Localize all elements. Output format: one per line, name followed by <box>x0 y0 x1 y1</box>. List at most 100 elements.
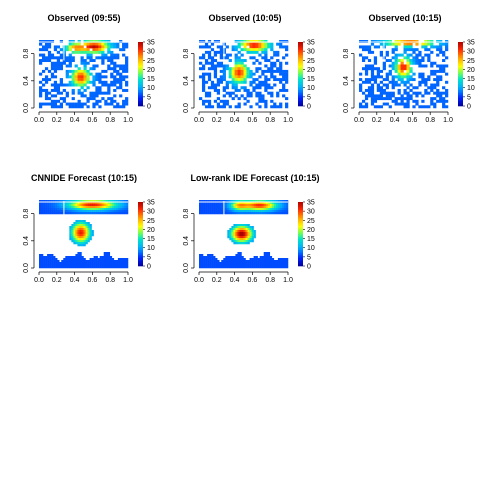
heatmap-cell <box>391 50 395 54</box>
y-tick-label: 0.4 <box>183 76 190 86</box>
heatmap-cell <box>267 91 271 95</box>
heatmap-cell <box>69 236 72 239</box>
heatmap-cell <box>63 264 66 267</box>
heatmap-cell <box>85 262 88 265</box>
heatmap-cell <box>85 266 88 269</box>
heatmap-cell <box>406 72 410 76</box>
heatmap-cell <box>71 206 74 209</box>
heatmap-cell <box>97 204 100 207</box>
heatmap-cell <box>234 69 238 73</box>
heatmap-cell <box>89 42 93 46</box>
x-tick-label: 1.0 <box>123 277 133 284</box>
heatmap-cell <box>86 40 90 43</box>
heatmap-cell <box>47 50 52 54</box>
heatmap-cell <box>83 212 86 215</box>
colorbar-segment <box>138 104 143 107</box>
heatmap-cell <box>225 260 228 263</box>
heatmap-cell <box>400 53 404 57</box>
heatmap-cell <box>271 260 275 263</box>
heatmap-cell <box>412 86 416 90</box>
heatmap-cell <box>252 80 256 84</box>
heatmap-cell <box>47 45 52 49</box>
heatmap-cell <box>409 88 413 92</box>
heatmap-cell <box>81 220 84 223</box>
colorbar-segment <box>458 59 463 62</box>
heatmap-cell <box>219 266 222 269</box>
heatmap-cell <box>56 88 61 92</box>
heatmap-cell <box>267 258 271 261</box>
heatmap-cell <box>406 61 410 65</box>
heatmap-cell <box>379 69 383 73</box>
heatmap-cell <box>223 264 226 267</box>
heatmap-cell <box>53 256 56 259</box>
heatmap-cell <box>205 206 208 209</box>
heatmap-cell <box>259 262 262 265</box>
heatmap-cell <box>99 208 102 211</box>
heatmap-cell <box>240 75 244 79</box>
heatmap-cell <box>247 260 250 263</box>
heatmap-cell <box>276 78 280 82</box>
heatmap-cell <box>73 266 76 269</box>
colorbar-segment <box>458 64 463 67</box>
heatmap-cell <box>199 200 202 203</box>
heatmap-cell <box>119 262 123 265</box>
heatmap-cell <box>65 256 68 259</box>
heatmap-cell <box>111 200 115 203</box>
heatmap-cell <box>379 88 383 92</box>
colorbar-segment <box>298 45 303 48</box>
heatmap-cell <box>245 210 248 213</box>
heatmap-cell <box>237 234 240 237</box>
heatmap-cell <box>373 94 378 98</box>
heatmap-cell <box>68 80 72 84</box>
heatmap-cell <box>67 204 70 207</box>
heatmap-cell <box>269 208 273 211</box>
heatmap-cell <box>403 80 407 84</box>
heatmap-cell <box>39 206 42 209</box>
heatmap-cell <box>406 86 410 90</box>
colorbar-segment <box>458 104 463 107</box>
heatmap-cell <box>44 59 49 63</box>
heatmap-cell <box>57 200 60 203</box>
heatmap-cell <box>247 226 250 229</box>
heatmap-cell <box>379 40 383 43</box>
heatmap-cell <box>91 258 94 261</box>
heatmap-cell <box>255 262 258 265</box>
colorbar-segment <box>138 246 143 249</box>
heatmap-cell <box>201 67 206 71</box>
heatmap-cell <box>259 204 262 207</box>
heatmap-cell <box>41 206 44 209</box>
heatmap-cell <box>412 72 416 76</box>
colorbar-segment <box>458 48 463 51</box>
colorbar-segment <box>298 99 303 102</box>
heatmap-cell <box>75 224 78 227</box>
heatmap-cell <box>219 53 223 57</box>
colorbar-segment <box>138 102 143 105</box>
x-tick-label: 0.8 <box>265 277 275 284</box>
heatmap-cell <box>269 200 273 203</box>
heatmap-cell <box>47 102 52 106</box>
heatmap-cell <box>367 86 372 90</box>
heatmap-cell <box>364 40 369 43</box>
heatmap-cell <box>285 80 289 84</box>
heatmap-cell <box>283 212 287 215</box>
heatmap-cell <box>74 75 78 79</box>
heatmap-cell <box>279 72 283 76</box>
heatmap-cell <box>49 212 52 215</box>
heatmap-cell <box>49 264 52 267</box>
heatmap-cell <box>285 78 289 82</box>
heatmap-cell <box>261 69 265 73</box>
heatmap-cell <box>213 210 216 213</box>
heatmap-cell <box>219 105 223 109</box>
heatmap-cell <box>379 91 383 95</box>
heatmap-cell <box>83 260 86 263</box>
heatmap-cell <box>110 67 114 71</box>
heatmap-cell <box>101 200 104 203</box>
heatmap-cell <box>51 208 54 211</box>
heatmap-cell <box>73 264 76 267</box>
heatmap-cell <box>229 200 232 203</box>
heatmap-cell <box>125 264 129 267</box>
heatmap-cell <box>43 206 46 209</box>
heatmap-cell <box>107 206 111 209</box>
colorbar-segment <box>458 67 463 70</box>
heatmap-cell <box>79 234 82 237</box>
